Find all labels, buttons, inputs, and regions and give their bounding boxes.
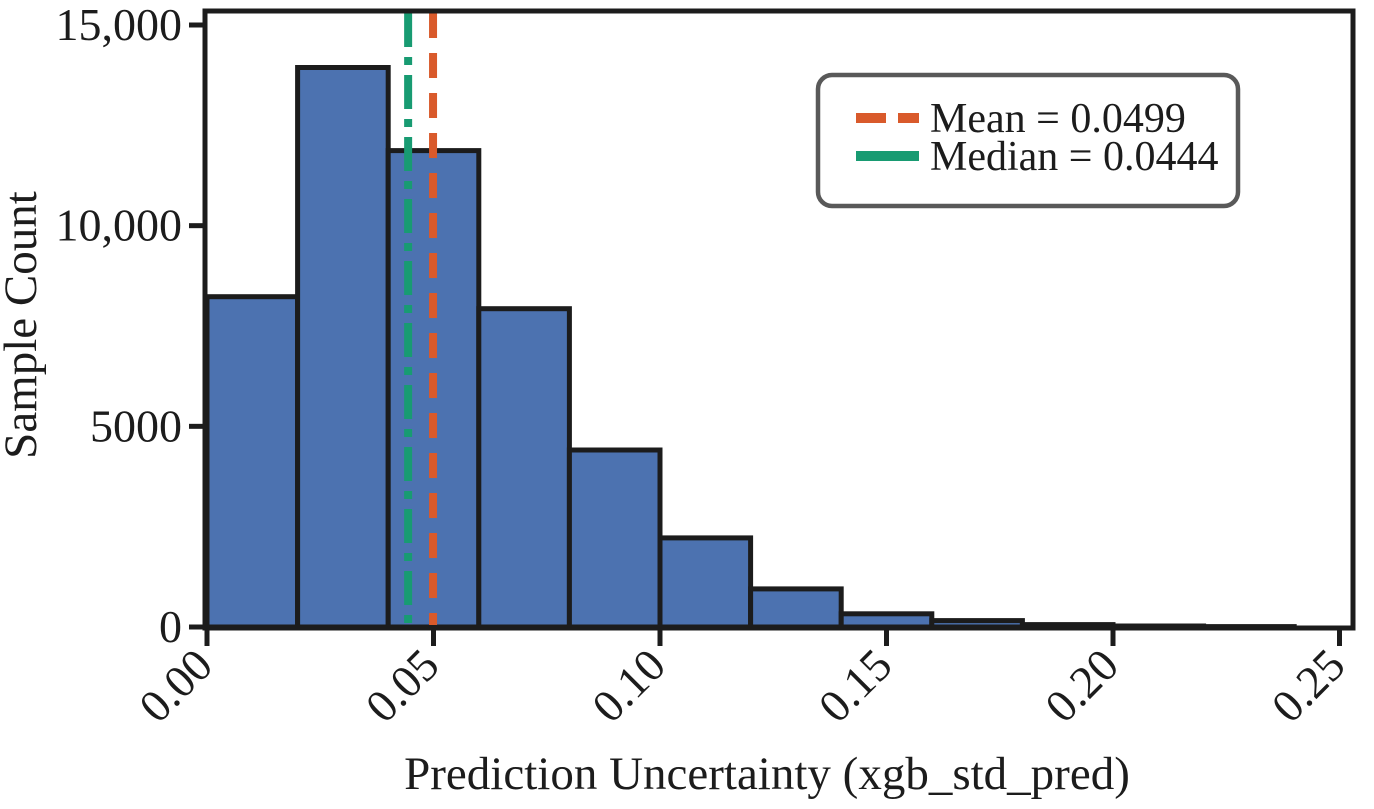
legend: Mean = 0.0499 Median = 0.0444 (815, 72, 1241, 209)
y-tick-label: 5000 (90, 400, 182, 451)
x-axis-ticks: 0.00 0.05 0.10 0.15 0.20 0.25 (129, 628, 1355, 732)
histogram-bar (204, 294, 301, 630)
x-tick-label: 0.05 (356, 639, 449, 732)
legend-mean-label: Mean = 0.0499 (930, 96, 1186, 142)
histogram-bar (476, 306, 572, 630)
x-tick-label: 0.20 (1035, 639, 1128, 732)
plot-border (202, 8, 1356, 631)
y-tick-label: 10,000 (56, 200, 183, 251)
x-tick-label: 0.15 (809, 639, 902, 732)
histogram-bar (748, 586, 844, 630)
y-axis-ticks: 0 5000 10,000 15,000 (56, 0, 205, 652)
histogram-bar (295, 65, 391, 630)
x-tick-label: 0.00 (129, 639, 222, 732)
y-axis-title: Sample Count (0, 191, 47, 459)
legend-box (815, 72, 1241, 209)
x-tick-label: 0.25 (1262, 639, 1355, 732)
y-tick-label: 0 (159, 601, 182, 652)
histogram-bar (657, 535, 754, 630)
legend-median-label: Median = 0.0444 (930, 134, 1218, 180)
histogram-bar (838, 611, 935, 630)
x-tick-label: 0.10 (582, 639, 675, 732)
x-axis-title: Prediction Uncertainty (xgb_std_pred) (404, 748, 1130, 800)
histogram-bar (566, 447, 663, 630)
y-tick-label: 15,000 (56, 0, 183, 50)
